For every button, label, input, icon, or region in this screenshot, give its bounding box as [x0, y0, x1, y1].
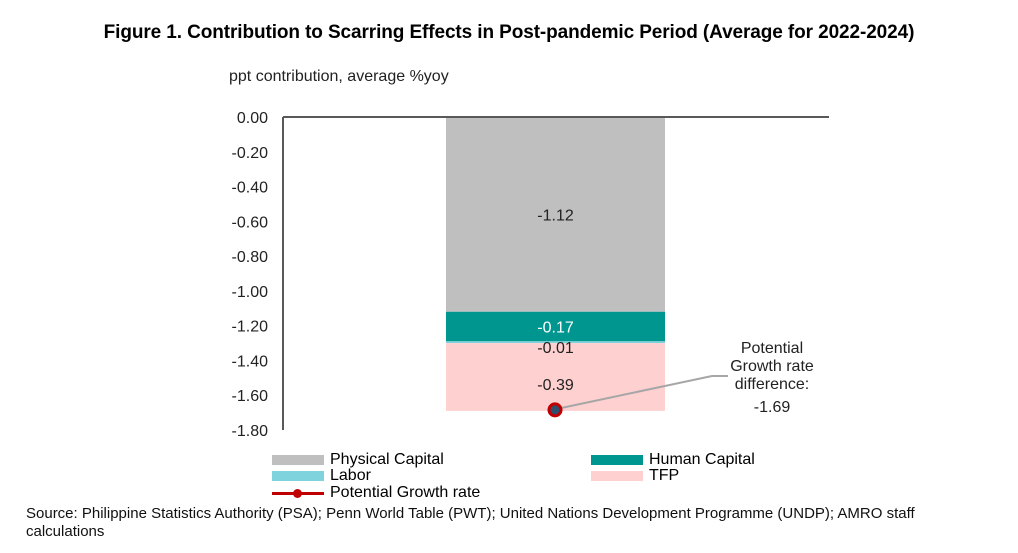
data-label-labor: -0.01 [537, 340, 574, 357]
legend-label: Human Capital [649, 451, 755, 468]
legend-item-tfp: TFP [591, 468, 679, 484]
legend-item-labor: Labor [272, 468, 371, 484]
data-label-physical-capital: -1.12 [537, 207, 574, 224]
y-tick-label: -0.80 [232, 249, 269, 266]
annotation-line: -1.69 [754, 399, 791, 416]
bar-segment-tfp [446, 343, 665, 411]
bar-segment-physical-capital [446, 117, 665, 312]
annotation-line: difference: [735, 376, 809, 393]
y-tick-label: -1.80 [232, 423, 269, 440]
bar-segment-labor [446, 341, 665, 344]
y-tick-label: -1.00 [232, 284, 269, 301]
legend-item-physical-capital: Physical Capital [272, 452, 444, 468]
legend-label: Physical Capital [330, 451, 444, 468]
y-tick-label: -0.40 [232, 180, 269, 197]
legend-swatch-tfp [591, 471, 643, 481]
legend-label: Labor [330, 467, 371, 484]
data-label-human-capital: -0.17 [537, 320, 574, 337]
bar-segment-human-capital [446, 311, 665, 342]
y-tick-label: -1.60 [232, 388, 269, 405]
annotation-line: Potential [741, 340, 803, 357]
y-tick-label: -0.20 [232, 145, 269, 162]
legend-swatch-physical-capital [272, 455, 324, 465]
y-tick-label: -1.40 [232, 353, 269, 370]
y-axis-ticks: 0.00 -0.20 -0.40 -0.60 -0.80 -1.00 -1.20 -1.40 -… [232, 110, 269, 440]
chart-title: Figure 1. Contribution to Scarring Effec… [103, 22, 915, 43]
data-labels: -1.12 -0.17 -0.01 -0.39 [537, 207, 574, 394]
bar-segments [446, 117, 665, 411]
legend-swatch-labor [272, 471, 324, 481]
annotation-leader-line [556, 375, 713, 410]
legend-swatch-human-capital [591, 455, 643, 465]
y-axis-label: ppt contribution, average %yoy [229, 68, 449, 85]
data-label-tfp: -0.39 [537, 377, 574, 394]
annotation-line: Growth rate [730, 358, 814, 375]
legend-item-potential-growth: Potential Growth rate [272, 485, 480, 501]
y-tick-label: -1.20 [232, 319, 269, 336]
legend-label: TFP [649, 467, 680, 484]
y-tick-label: -0.60 [232, 214, 269, 231]
legend-label: Potential Growth rate [330, 484, 481, 501]
y-tick-label: 0.00 [237, 110, 268, 127]
potential-growth-marker [547, 402, 563, 418]
legend-swatch-potential-growth [272, 488, 324, 498]
source-note: Source: Philippine Statistics Authority … [26, 505, 915, 540]
legend-item-human-capital: Human Capital [591, 452, 755, 468]
